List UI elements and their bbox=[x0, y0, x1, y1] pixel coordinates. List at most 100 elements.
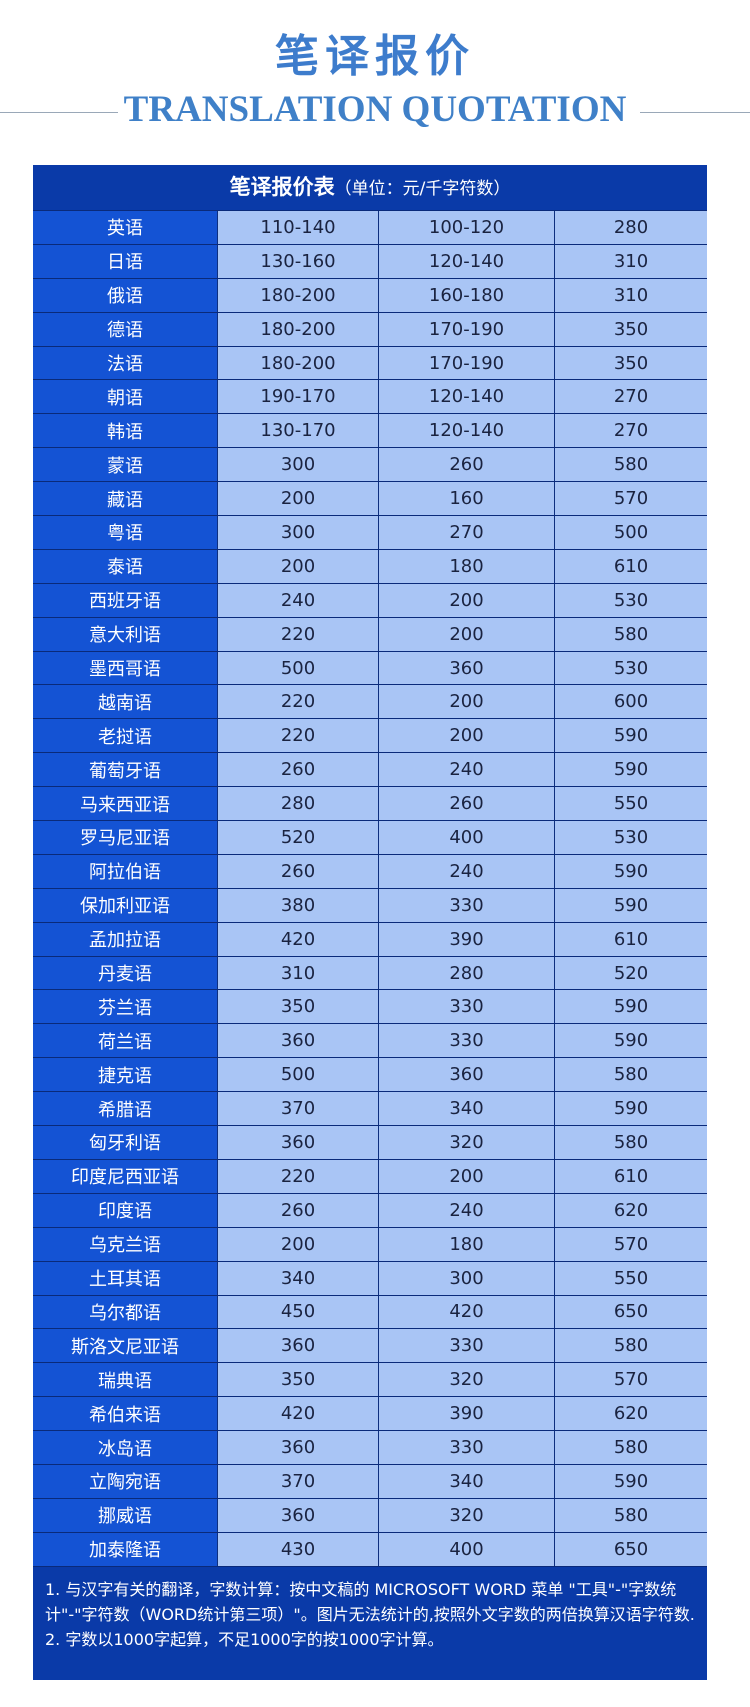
price-cell: 390 bbox=[378, 922, 554, 956]
price-cell: 570 bbox=[554, 1227, 707, 1261]
language-cell: 土耳其语 bbox=[33, 1261, 217, 1295]
price-cell: 310 bbox=[217, 956, 378, 990]
price-cell: 600 bbox=[554, 685, 707, 719]
price-cell: 590 bbox=[554, 1092, 707, 1126]
language-cell: 希腊语 bbox=[33, 1092, 217, 1126]
table-header: 笔译报价表（单位：元/千字符数） bbox=[33, 165, 707, 210]
price-cell: 320 bbox=[378, 1126, 554, 1159]
language-cell: 老挝语 bbox=[33, 719, 217, 753]
price-cell: 360 bbox=[217, 1024, 378, 1058]
language-cell: 韩语 bbox=[33, 414, 217, 448]
price-cell: 270 bbox=[554, 380, 707, 414]
price-cell: 580 bbox=[554, 448, 707, 482]
language-cell: 墨西哥语 bbox=[33, 651, 217, 685]
table-row: 印度语 260 240 620 bbox=[33, 1192, 707, 1227]
price-cell: 580 bbox=[554, 1058, 707, 1092]
table-row: 越南语 220 200 600 bbox=[33, 684, 707, 719]
price-cell: 260 bbox=[378, 448, 554, 482]
price-cell: 580 bbox=[554, 1498, 707, 1532]
price-cell: 330 bbox=[378, 1431, 554, 1464]
price-cell: 580 bbox=[554, 1126, 707, 1159]
price-cell: 420 bbox=[217, 922, 378, 956]
price-cell: 330 bbox=[378, 990, 554, 1024]
price-cell: 420 bbox=[378, 1295, 554, 1329]
price-cell: 260 bbox=[217, 1193, 378, 1227]
price-cell: 310 bbox=[554, 244, 707, 278]
price-cell: 300 bbox=[217, 448, 378, 482]
price-cell: 390 bbox=[378, 1397, 554, 1431]
table-row: 希腊语 370 340 590 bbox=[33, 1091, 707, 1126]
language-cell: 俄语 bbox=[33, 278, 217, 312]
price-cell: 610 bbox=[554, 1159, 707, 1193]
price-cell: 360 bbox=[378, 651, 554, 685]
price-cell: 420 bbox=[217, 1397, 378, 1431]
language-cell: 蒙语 bbox=[33, 448, 217, 482]
price-cell: 400 bbox=[378, 821, 554, 854]
price-cell: 200 bbox=[378, 1159, 554, 1193]
price-cell: 100-120 bbox=[378, 211, 554, 244]
price-cell: 180 bbox=[378, 1227, 554, 1261]
price-cell: 240 bbox=[217, 583, 378, 617]
price-cell: 570 bbox=[554, 482, 707, 516]
language-cell: 希伯来语 bbox=[33, 1397, 217, 1431]
price-cell: 360 bbox=[217, 1431, 378, 1464]
price-cell: 340 bbox=[217, 1261, 378, 1295]
table-row: 希伯来语 420 390 620 bbox=[33, 1396, 707, 1431]
table-row: 韩语 130-170 120-140 270 bbox=[33, 413, 707, 448]
price-cell: 330 bbox=[378, 1024, 554, 1058]
price-cell: 300 bbox=[378, 1261, 554, 1295]
price-cell: 500 bbox=[217, 651, 378, 685]
table-row: 乌克兰语 200 180 570 bbox=[33, 1226, 707, 1261]
price-cell: 270 bbox=[554, 414, 707, 448]
table-row: 瑞典语 350 320 570 bbox=[33, 1362, 707, 1397]
price-cell: 280 bbox=[554, 211, 707, 244]
price-cell: 590 bbox=[554, 888, 707, 922]
language-cell: 捷克语 bbox=[33, 1058, 217, 1092]
language-cell: 意大利语 bbox=[33, 617, 217, 651]
table-row: 藏语 200 160 570 bbox=[33, 481, 707, 516]
language-cell: 德语 bbox=[33, 312, 217, 346]
page-subtitle: TRANSLATION QUOTATION bbox=[123, 89, 627, 130]
price-cell: 280 bbox=[217, 787, 378, 821]
table-row: 立陶宛语 370 340 590 bbox=[33, 1463, 707, 1498]
price-cell: 580 bbox=[554, 1329, 707, 1363]
notes: 1. 与汉字有关的翻译，字数计算：按中文稿的 MICROSOFT WORD 菜单… bbox=[33, 1565, 707, 1680]
table-row: 保加利亚语 380 330 590 bbox=[33, 887, 707, 922]
price-cell: 240 bbox=[378, 854, 554, 888]
price-cell: 570 bbox=[554, 1363, 707, 1397]
price-cell: 260 bbox=[217, 854, 378, 888]
price-cell: 650 bbox=[554, 1295, 707, 1329]
price-cell: 530 bbox=[554, 821, 707, 854]
price-cell: 330 bbox=[378, 1329, 554, 1363]
price-cell: 200 bbox=[378, 617, 554, 651]
price-cell: 120-140 bbox=[378, 414, 554, 448]
price-cell: 170-190 bbox=[378, 346, 554, 380]
table-row: 挪威语 360 320 580 bbox=[33, 1497, 707, 1532]
price-cell: 580 bbox=[554, 617, 707, 651]
price-cell: 180-200 bbox=[217, 346, 378, 380]
table-row: 匈牙利语 360 320 580 bbox=[33, 1125, 707, 1159]
price-cell: 590 bbox=[554, 854, 707, 888]
price-cell: 400 bbox=[378, 1532, 554, 1566]
table-row: 印度尼西亚语 220 200 610 bbox=[33, 1158, 707, 1193]
language-cell: 保加利亚语 bbox=[33, 888, 217, 922]
price-cell: 200 bbox=[378, 719, 554, 753]
price-cell: 300 bbox=[217, 516, 378, 549]
price-cell: 550 bbox=[554, 1261, 707, 1295]
language-cell: 瑞典语 bbox=[33, 1363, 217, 1397]
price-cell: 200 bbox=[217, 549, 378, 583]
language-cell: 匈牙利语 bbox=[33, 1126, 217, 1159]
price-cell: 370 bbox=[217, 1464, 378, 1498]
price-cell: 120-140 bbox=[378, 380, 554, 414]
table-row: 法语 180-200 170-190 350 bbox=[33, 345, 707, 380]
language-cell: 印度尼西亚语 bbox=[33, 1159, 217, 1193]
table-row: 斯洛文尼亚语 360 330 580 bbox=[33, 1328, 707, 1363]
language-cell: 西班牙语 bbox=[33, 583, 217, 617]
price-cell: 500 bbox=[554, 516, 707, 549]
price-cell: 340 bbox=[378, 1464, 554, 1498]
price-cell: 590 bbox=[554, 990, 707, 1024]
price-cell: 350 bbox=[217, 990, 378, 1024]
table-row: 意大利语 220 200 580 bbox=[33, 616, 707, 651]
table-row: 英语 110-140 100-120 280 bbox=[33, 210, 707, 244]
price-cell: 240 bbox=[378, 1193, 554, 1227]
